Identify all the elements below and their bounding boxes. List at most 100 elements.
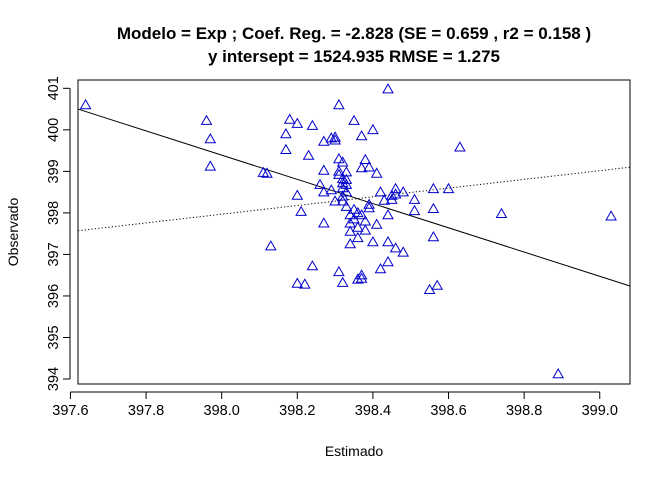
data-point — [204, 160, 217, 171]
data-point — [363, 201, 375, 213]
data-point — [340, 166, 353, 177]
y-tick-label: 399 — [46, 159, 62, 183]
y-tick-label: 396 — [46, 284, 62, 308]
x-tick-label: 398.8 — [506, 403, 542, 419]
data-point — [333, 165, 345, 176]
data-point — [351, 231, 364, 243]
data-point — [333, 265, 345, 277]
data-point — [344, 237, 357, 249]
data-point — [317, 217, 330, 228]
x-tick-label: 398.4 — [355, 403, 391, 419]
data-point — [333, 168, 345, 179]
data-point — [317, 135, 330, 146]
data-point — [329, 195, 341, 206]
chart-title-line1: Modelo = Exp ; Coef. Reg. = -2.828 (SE =… — [117, 24, 591, 43]
x-axis-label: Estimado — [325, 443, 384, 459]
y-tick-label: 400 — [46, 118, 62, 142]
data-point — [257, 166, 270, 177]
data-point — [389, 188, 402, 199]
data-point — [283, 113, 296, 124]
data-point — [340, 186, 353, 197]
data-point — [336, 195, 349, 206]
data-point — [295, 205, 307, 216]
data-point — [359, 153, 372, 164]
data-point — [348, 114, 360, 125]
data-point — [336, 276, 349, 287]
reference-line-dotted — [77, 166, 631, 232]
data-point — [325, 132, 338, 143]
data-point — [261, 167, 273, 178]
data-point — [363, 198, 375, 209]
data-point — [79, 98, 92, 110]
data-point — [408, 193, 421, 204]
data-point — [363, 161, 375, 172]
data-point — [389, 242, 402, 253]
y-axis-label: Observado — [5, 198, 21, 267]
data-point — [382, 208, 394, 220]
data-point — [495, 207, 508, 218]
data-point — [382, 83, 394, 94]
data-point — [204, 132, 217, 144]
plot-frame — [77, 79, 631, 385]
data-point — [427, 230, 440, 242]
data-point — [317, 186, 330, 197]
data-point — [264, 240, 277, 251]
x-tick-label: 398.6 — [430, 403, 466, 419]
y-tick-label: 401 — [46, 76, 62, 100]
data-point — [355, 161, 368, 173]
data-point — [378, 194, 391, 205]
y-tick-label: 397 — [46, 242, 62, 266]
data-point — [200, 114, 213, 125]
data-point — [359, 224, 372, 235]
data-point — [367, 235, 379, 247]
data-point — [333, 98, 345, 110]
data-point — [306, 119, 319, 130]
x-tick-label: 398.0 — [204, 403, 240, 419]
data-point — [325, 184, 338, 195]
data-point — [280, 127, 292, 139]
data-point — [302, 149, 315, 160]
data-point — [382, 235, 394, 247]
data-point — [370, 167, 383, 178]
x-tick-label: 397.8 — [128, 403, 164, 419]
data-point — [333, 152, 345, 164]
data-point — [408, 204, 421, 216]
data-point — [306, 260, 319, 271]
data-point — [351, 221, 364, 232]
data-point — [329, 131, 341, 142]
x-tick-label: 399.0 — [582, 403, 618, 419]
y-tick-label: 398 — [46, 201, 62, 225]
data-point — [382, 255, 394, 267]
data-point — [397, 186, 410, 197]
data-point — [427, 202, 440, 213]
plot-area — [77, 83, 631, 379]
data-point — [336, 156, 349, 167]
data-point — [317, 164, 330, 175]
y-tick-label: 394 — [46, 367, 62, 391]
data-point — [454, 141, 466, 152]
data-point — [385, 193, 398, 204]
data-point — [374, 262, 387, 274]
data-point — [291, 277, 304, 288]
data-point — [314, 178, 326, 189]
data-point — [427, 182, 440, 194]
x-tick-label: 397.6 — [52, 403, 88, 419]
data-point — [340, 200, 353, 211]
axes: 397.6 397.8 398.0 398.2 398.4 398.6 398.8 399.0… — [46, 76, 618, 419]
data-point — [374, 186, 387, 197]
data-point — [355, 208, 368, 220]
data-point — [298, 278, 311, 289]
data-point — [397, 246, 410, 257]
data-point — [355, 269, 368, 280]
data-point — [355, 130, 368, 141]
x-tick-label: 398.2 — [279, 403, 315, 419]
data-point — [340, 173, 353, 184]
data-point — [385, 189, 398, 200]
data-point — [552, 367, 565, 379]
data-point — [605, 210, 617, 221]
regression-line — [77, 108, 631, 287]
data-point — [431, 279, 444, 290]
data-point — [329, 134, 341, 145]
y-tick-label: 395 — [46, 325, 62, 349]
